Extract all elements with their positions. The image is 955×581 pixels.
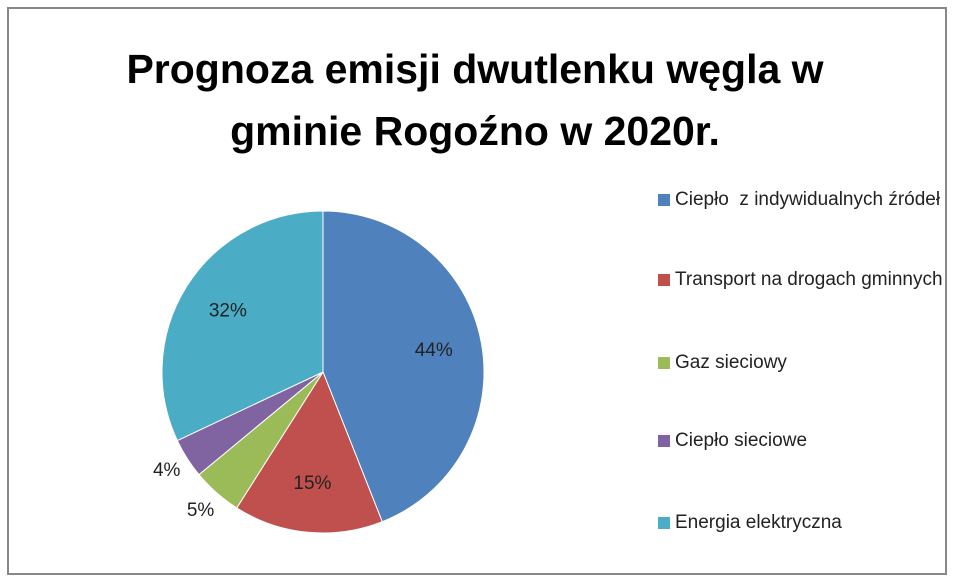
data-label: 32% (209, 301, 247, 322)
legend-label: Gaz sieciowy (675, 352, 787, 373)
legend-swatch (658, 274, 670, 286)
pie-slice (236, 370, 383, 534)
legend-entry: Energia elektryczna (658, 506, 948, 539)
legend-label: Ciepło z indywidualnych źródeł (675, 189, 941, 210)
legend-swatch (658, 194, 670, 206)
legend-entry: Ciepło sieciowe (658, 424, 948, 457)
chart-title: Prognoza emisji dwutlenku węgla w gminie… (126, 46, 835, 154)
data-label: 5% (187, 500, 215, 521)
legend-entry: Transport na drogach gminnych (658, 263, 948, 296)
data-label: 44% (415, 340, 453, 361)
legend-swatch (658, 357, 670, 369)
legend-entry: Gaz sieciowy (658, 346, 948, 379)
pie-slice (322, 210, 485, 523)
legend-swatch (658, 517, 670, 529)
legend-label: Transport na drogach gminnych (675, 269, 943, 290)
legend-label: Ciepło sieciowe (675, 430, 808, 451)
pie-slice (161, 210, 324, 442)
data-label: 4% (153, 460, 181, 481)
data-label: 15% (293, 473, 331, 494)
legend-label: Energia elektryczna (675, 512, 842, 533)
legend-swatch (658, 435, 670, 447)
frame (7, 7, 947, 575)
legend-entry: Ciepło z indywidualnych źródeł (658, 183, 948, 216)
